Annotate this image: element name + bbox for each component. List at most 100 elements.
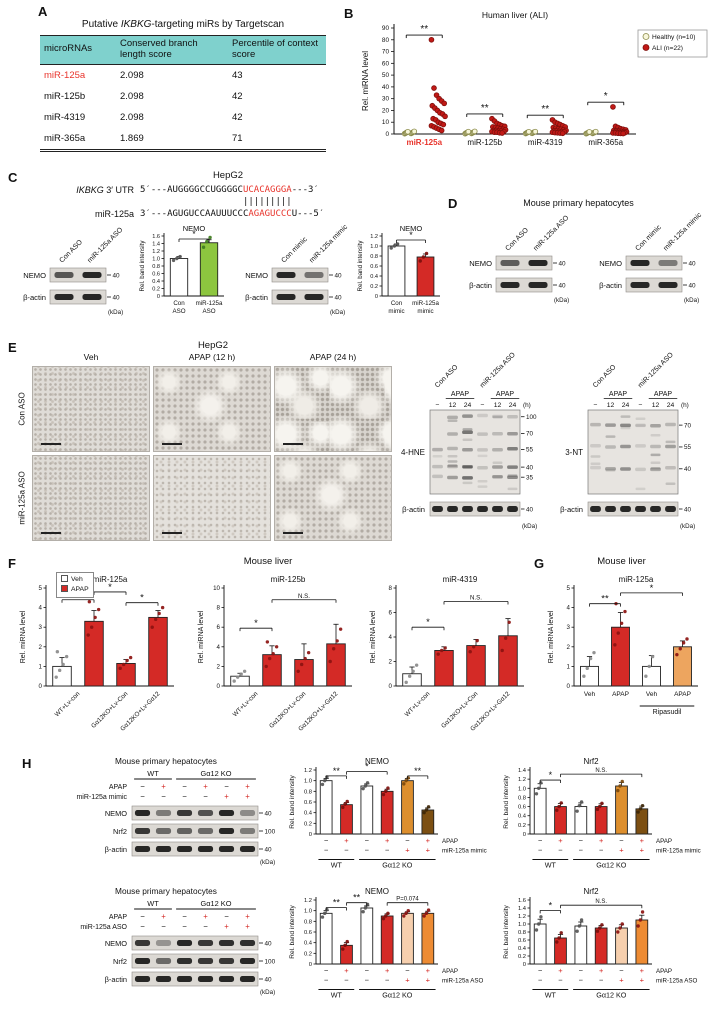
blot-row-label: NEMO — [105, 809, 127, 818]
sign: − — [161, 922, 166, 931]
y-tick-label: 0.6 — [518, 938, 526, 944]
blot-row-label: NEMO — [599, 259, 622, 268]
sign: − — [579, 836, 584, 845]
mw-label: 40 — [526, 506, 534, 513]
y-tick-label: 6 — [389, 610, 393, 617]
sign: + — [640, 976, 645, 985]
y-axis-label: Rel. miRNA level — [548, 610, 555, 663]
panel-C-label: C — [8, 170, 18, 185]
x-tick-label: ASO — [202, 308, 215, 315]
y-tick-label: 0 — [385, 131, 389, 138]
group-label: WT — [147, 899, 159, 908]
y-tick-label: 20 — [382, 107, 390, 114]
group-label: Con ASO — [592, 363, 618, 389]
blot-band — [650, 453, 661, 456]
sign-row-label: APAP — [109, 784, 127, 791]
group-label: WT — [147, 769, 159, 778]
data-dot — [296, 669, 300, 673]
blot-band — [176, 958, 193, 964]
y-tick-label: 10 — [382, 119, 390, 126]
blot-band — [218, 940, 235, 946]
data-dot — [343, 943, 347, 948]
y-axis-label: Rel. miRNA level — [20, 610, 27, 663]
sign: − — [140, 912, 145, 921]
y-tick-label: 0 — [389, 683, 393, 690]
blot-box — [131, 823, 259, 839]
data-dot — [271, 651, 275, 656]
blot-band — [462, 466, 473, 469]
data-dot — [418, 259, 422, 263]
data-dot — [406, 776, 410, 780]
significance-label: ** — [541, 104, 549, 115]
sign: − — [324, 966, 329, 975]
sign: + — [619, 976, 624, 985]
data-dot — [338, 627, 343, 631]
blot-band — [462, 428, 473, 431]
sign: + — [405, 976, 410, 985]
data-dot — [392, 244, 397, 248]
sign-row-label: APAP — [442, 968, 458, 975]
blot-box — [131, 805, 259, 821]
blot-box — [587, 409, 679, 495]
sign: − — [619, 966, 624, 975]
significance-label: ** — [601, 594, 609, 605]
sign: − — [140, 922, 145, 931]
panel-H-label: H — [22, 756, 32, 771]
blot-band — [432, 474, 443, 479]
y-tick-label: 2 — [389, 659, 393, 666]
blot-band — [432, 506, 443, 512]
col-label-veh: Veh — [83, 352, 99, 362]
data-dot — [426, 908, 431, 912]
data-dot — [421, 255, 426, 259]
data-dot — [64, 654, 69, 659]
utr-sequence-row: IKBKG 3′ UTR 5′---AUGGGGCCUGGGGCUCACAGGGA… — [56, 184, 324, 196]
blot-band — [620, 506, 631, 512]
sign-row-label: miR-125a mimic — [656, 848, 701, 855]
blot-band — [447, 464, 458, 467]
blot-band — [462, 448, 473, 452]
data-dot — [320, 782, 325, 787]
blot-box — [131, 841, 259, 857]
y-axis-label: Rel. band intensity — [503, 905, 510, 959]
table-cell-mir: miR-125b — [44, 90, 86, 102]
sign: − — [405, 966, 410, 975]
data-dot — [539, 781, 543, 785]
blot-box — [587, 501, 679, 517]
y-tick-label: 0.4 — [518, 814, 527, 820]
data-dot — [500, 648, 504, 653]
data-dot — [345, 939, 349, 944]
blot-band — [635, 423, 646, 428]
lane-label: miR-125a mimic — [308, 223, 349, 264]
blot-band — [477, 454, 488, 458]
kda-label: (kDa) — [554, 297, 569, 304]
panel-C-title: HepG2 — [212, 170, 244, 181]
blot-band — [665, 506, 676, 512]
ali-dot — [441, 100, 447, 107]
blot-target-label: 4-HNE — [401, 448, 425, 457]
healthy-dot — [465, 128, 472, 135]
legend-box — [637, 29, 708, 58]
sign-row-label: APAP — [656, 968, 672, 975]
y-tick-label: 0.2 — [370, 284, 378, 290]
bar — [466, 645, 486, 687]
blot-band — [650, 444, 661, 449]
blot-band — [54, 294, 74, 300]
mw-label: 40 — [335, 294, 343, 301]
kda-label: (kDa) — [260, 859, 275, 866]
blot-band — [239, 828, 256, 834]
sign: − — [161, 792, 166, 801]
sign-row-label: miR-125a mimic — [442, 848, 487, 855]
sign: − — [140, 792, 145, 801]
blot-band — [134, 828, 151, 834]
mw-label: 40 — [265, 940, 273, 947]
lane-time-label: − — [436, 402, 440, 409]
blot-band — [197, 940, 214, 946]
mw-label: 40 — [689, 260, 697, 267]
blot-band — [447, 432, 458, 436]
blot-band — [658, 282, 678, 288]
scale-bar — [41, 443, 61, 445]
blot-band — [432, 447, 443, 452]
scale-bar — [283, 443, 303, 445]
blot-band — [82, 272, 102, 278]
